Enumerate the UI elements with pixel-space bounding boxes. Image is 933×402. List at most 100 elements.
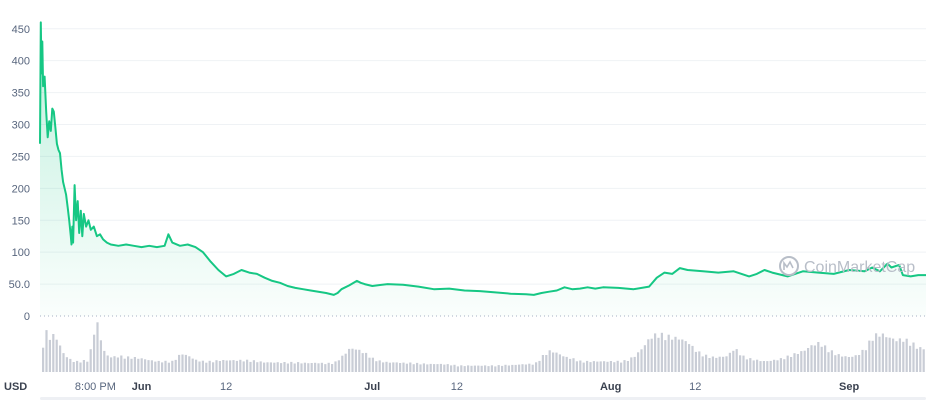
x-axis[interactable]: 8:00 PM Jun 12 Jul 12 Aug 12 Sep — [40, 381, 926, 400]
y-tick-label: 200 — [12, 183, 30, 195]
y-axis: 0 50.0 100 150 200 250 300 350 400 450 — [9, 24, 30, 323]
volume-bar — [490, 365, 493, 372]
volume-bar — [45, 330, 48, 372]
volume-bar — [242, 361, 245, 372]
volume-bar — [388, 362, 391, 372]
x-tick-label: Jun — [132, 381, 152, 393]
volume-bar — [225, 360, 228, 372]
volume-bar — [807, 348, 810, 372]
volume-bar — [123, 358, 126, 372]
volume-bar — [630, 357, 633, 372]
x-tick-label: Sep — [839, 381, 859, 393]
volume-bar — [688, 344, 691, 372]
volume-bar — [473, 365, 476, 372]
volume-bar — [161, 362, 164, 372]
volume-bar — [133, 357, 136, 372]
volume-bar — [65, 357, 68, 372]
price-area-fill — [40, 22, 926, 317]
coinmarketcap-logo-icon — [779, 256, 799, 276]
volume-bar — [545, 355, 548, 372]
volume-bar — [443, 364, 446, 372]
volume-bar — [858, 355, 861, 372]
price-area — [40, 22, 926, 317]
volume-bar — [834, 355, 837, 372]
volume-bar — [575, 361, 578, 372]
x-tick-label: 12 — [220, 381, 232, 393]
volume-bar — [453, 364, 456, 372]
volume-bar — [820, 346, 823, 372]
volume-bar — [606, 361, 609, 372]
volume-bar — [582, 362, 585, 372]
x-tick-label: 12 — [689, 381, 701, 393]
volume-bar — [511, 364, 514, 372]
volume-bar — [130, 358, 133, 372]
volume-bar — [864, 350, 867, 372]
volume-bar — [422, 363, 425, 372]
volume-bar — [613, 362, 616, 372]
volume-bar — [728, 352, 731, 372]
volume-bar — [735, 349, 738, 372]
volume-bar — [599, 361, 602, 372]
volume-bar — [344, 353, 347, 372]
volume-bar — [246, 359, 249, 372]
volume-bar — [419, 364, 422, 372]
volume-bar — [99, 340, 102, 372]
volume-bar — [181, 354, 184, 372]
volume-bar — [52, 334, 55, 372]
volume-bar — [358, 349, 361, 372]
volume-bar — [902, 341, 905, 372]
y-tick-label: 250 — [12, 151, 30, 163]
volume-bar — [103, 350, 106, 372]
volume-bar — [348, 348, 351, 372]
volume-bar — [504, 364, 507, 372]
volume-bar — [96, 322, 99, 372]
y-tick-label: 350 — [12, 88, 30, 100]
volume-bar — [844, 356, 847, 372]
volume-bar — [589, 362, 592, 372]
volume-bar — [341, 355, 344, 372]
volume-bar — [69, 358, 72, 372]
volume-bar — [256, 362, 259, 372]
volume-bar — [759, 361, 762, 372]
volume-bar — [603, 361, 606, 372]
volume-bar — [195, 359, 198, 372]
volume-bar — [752, 360, 755, 372]
volume-bar — [334, 361, 337, 372]
volume-bar — [405, 363, 408, 372]
volume-bar — [497, 365, 500, 372]
volume-bar — [667, 334, 670, 372]
volume-bar — [620, 362, 623, 372]
y-tick-label: 450 — [12, 24, 30, 36]
volume-bar — [572, 358, 575, 372]
volume-bar — [351, 348, 354, 372]
volume-bar — [184, 354, 187, 372]
volume-bar — [671, 339, 674, 372]
volume-bar — [518, 364, 521, 372]
volume-bar — [756, 359, 759, 372]
volume-bar — [892, 338, 895, 372]
volume-bar — [307, 363, 310, 372]
volume-bar — [875, 333, 878, 372]
unit-label: USD — [4, 381, 27, 393]
volume-bar — [681, 339, 684, 372]
volume-bar — [354, 349, 357, 372]
volume-bar — [548, 350, 551, 372]
volume-bar — [586, 360, 589, 372]
volume-bar — [895, 341, 898, 372]
volume-bar — [888, 337, 891, 372]
volume-bar — [739, 355, 742, 372]
volume-bar — [725, 356, 728, 372]
volume-bar — [762, 361, 765, 372]
volume-bar — [249, 361, 252, 372]
volume-bar — [854, 355, 857, 372]
volume-bar — [269, 362, 272, 372]
range-scrollbar[interactable] — [40, 397, 926, 400]
volume-bar — [416, 362, 419, 372]
volume-bar — [215, 360, 218, 372]
volume-bar — [528, 363, 531, 372]
x-tick-label: 12 — [451, 381, 463, 393]
volume-bar — [565, 356, 568, 372]
volume-bar — [538, 360, 541, 372]
volume-bar — [851, 356, 854, 372]
volume-bar — [116, 357, 119, 372]
